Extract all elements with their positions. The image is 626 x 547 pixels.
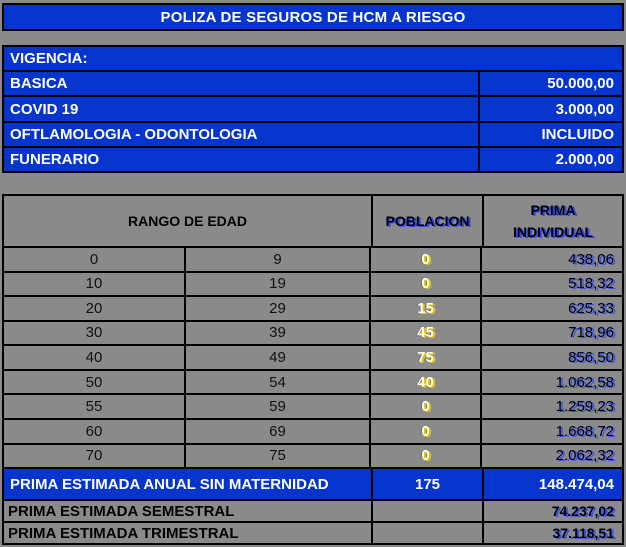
age-from-cell: 60 [4,419,186,443]
age-from-cell: 30 [4,321,186,345]
table-row: 70 75 0 2.062,32 [4,442,622,468]
vigencia-section: VIGENCIA: BASICA 50.000,00 COVID 19 3.00… [2,45,624,173]
age-from-cell: 55 [4,395,186,418]
poblacion-cell: 0 [371,272,482,296]
policy-title: POLIZA DE SEGUROS DE HCM A RIESGO [160,8,466,26]
coverage-value: 2.000,00 [478,147,622,172]
age-from-cell: 10 [4,272,186,296]
coverage-value: 3.000,00 [478,97,622,121]
total-anual-row: PRIMA ESTIMADA ANUAL SIN MATERNIDAD 175 … [4,467,622,500]
prima-cell: 1.259,23 [555,398,614,416]
vigencia-row-covid: COVID 19 3.000,00 [4,95,622,121]
age-to-cell: 9 [186,248,371,271]
vigencia-header-label: VIGENCIA: [10,50,88,68]
total-trimestral-prima: 37.118,51 [552,525,614,542]
total-anual-prima: 148.474,04 [538,475,614,493]
prima-cell: 2.062,32 [555,447,614,465]
age-to-cell: 59 [186,395,371,418]
age-to-cell: 19 [186,272,371,296]
coverage-label: FUNERARIO [10,150,100,168]
age-to-cell: 49 [186,346,371,369]
poblacion-cell: 75 [371,346,482,369]
poblacion-cell: 0 [371,248,482,271]
prima-cell: 518,32 [568,275,614,293]
total-trimestral-label: PRIMA ESTIMADA TRIMESTRAL [4,523,373,544]
header-prima-line2: INDIVIDUAL [512,224,594,240]
header-rango-de-edad: RANGO DE EDAD [4,196,373,246]
total-semestral-prima: 74.237,02 [551,503,614,520]
vigencia-row-funerario: FUNERARIO 2.000,00 [4,145,622,172]
header-prima-line1: PRIMA [530,202,576,218]
total-semestral-label: PRIMA ESTIMADA SEMESTRAL [4,501,373,522]
table-row: 60 69 0 1.668,72 [4,417,622,443]
total-trimestral-row: PRIMA ESTIMADA TRIMESTRAL 37.118,51 [4,521,622,544]
coverage-label: BASICA [10,75,68,93]
prima-cell: 438,06 [568,250,614,268]
poblacion-cell: 0 [371,444,482,468]
age-from-cell: 40 [4,346,186,369]
total-semestral-row: PRIMA ESTIMADA SEMESTRAL 74.237,02 [4,499,622,522]
poblacion-cell: 0 [371,419,482,443]
prima-cell: 1.062,58 [555,373,614,391]
header-prima-individual: PRIMA INDIVIDUAL [484,196,622,246]
age-to-cell: 69 [186,419,371,443]
table-header-row: RANGO DE EDAD POBLACION PRIMA INDIVIDUAL [4,196,622,246]
age-to-cell: 39 [186,321,371,345]
poblacion-cell: 45 [371,321,482,345]
total-trimestral-poblacion-empty [373,523,484,544]
total-semestral-poblacion-empty [373,501,484,522]
prima-cell: 1.668,72 [555,422,614,440]
age-from-cell: 70 [4,444,186,468]
poblacion-cell: 0 [371,395,482,418]
coverage-value: INCLUIDO [478,122,622,146]
poblacion-cell: 40 [371,370,482,394]
age-to-cell: 29 [186,297,371,320]
total-anual-label: PRIMA ESTIMADA ANUAL SIN MATERNIDAD [4,469,373,500]
coverage-label: OFTLAMOLOGIA - ODONTOLOGIA [10,125,258,143]
table-row: 40 49 75 856,50 [4,344,622,369]
table-row: 0 9 0 438,06 [4,246,622,271]
prima-cell: 718,96 [568,324,614,342]
table-row: 10 19 0 518,32 [4,270,622,296]
header-poblacion: POBLACION [373,196,484,246]
table-row: 30 39 45 718,96 [4,319,622,345]
age-to-cell: 75 [186,444,371,468]
age-from-cell: 20 [4,297,186,320]
table-row: 55 59 0 1.259,23 [4,393,622,418]
table-row: 50 54 40 1.062,58 [4,368,622,394]
age-premium-table: RANGO DE EDAD POBLACION PRIMA INDIVIDUAL… [2,194,624,545]
prima-cell: 856,50 [568,349,614,367]
vigencia-row-oftalmologia: OFTLAMOLOGIA - ODONTOLOGIA INCLUIDO [4,120,622,146]
vigencia-row-basica: BASICA 50.000,00 [4,70,622,96]
coverage-value: 50.000,00 [478,72,622,96]
total-poblacion: 175 [373,469,484,500]
table-row: 20 29 15 625,33 [4,295,622,320]
prima-cell: 625,33 [568,299,614,317]
policy-title-bar: POLIZA DE SEGUROS DE HCM A RIESGO [2,3,624,31]
age-to-cell: 54 [186,370,371,394]
vigencia-header-row: VIGENCIA: [4,47,622,70]
poblacion-cell: 15 [371,297,482,320]
age-from-cell: 50 [4,370,186,394]
coverage-label: COVID 19 [10,100,79,118]
age-from-cell: 0 [4,248,186,271]
